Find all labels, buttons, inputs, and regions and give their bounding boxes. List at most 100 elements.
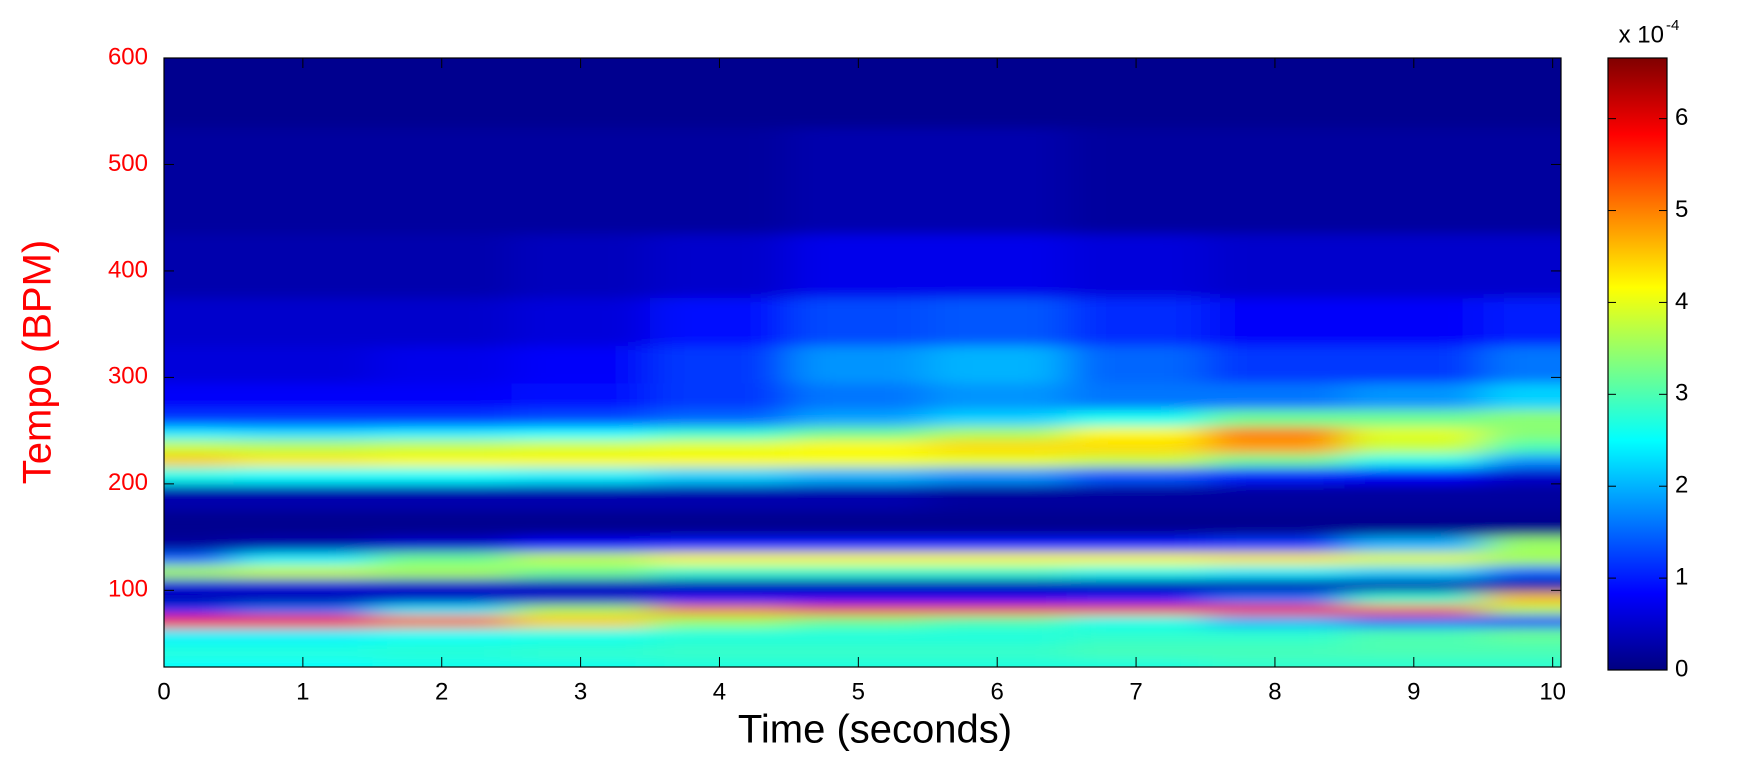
- heatmap-cell: [1344, 536, 1484, 553]
- heatmap-cell: [1483, 483, 1561, 511]
- heatmap-cell: [650, 604, 790, 616]
- heatmap-cell: [788, 510, 929, 537]
- y-tick-label: 400: [108, 256, 148, 283]
- heatmap-cell: [650, 58, 790, 128]
- heatmap-cell: [511, 345, 651, 384]
- heatmap-cell: [233, 345, 373, 384]
- heatmap-cell: [164, 426, 234, 441]
- heatmap-cell: [1066, 552, 1207, 566]
- heatmap-cell: [1205, 627, 1345, 641]
- heatmap-cell: [1205, 510, 1345, 537]
- heatmap-cell: [788, 439, 929, 455]
- heatmap-cell: [788, 627, 929, 641]
- heatmap-cell: [1066, 614, 1207, 629]
- heatmap-cell: [927, 510, 1068, 537]
- heatmap-cell: [788, 578, 929, 593]
- heatmap-cell: [788, 382, 929, 410]
- heatmap-cell: [372, 426, 512, 441]
- heatmap-cell: [164, 233, 234, 299]
- heatmap-cell: [1483, 58, 1561, 128]
- heatmap-cell: [164, 649, 234, 659]
- heatmap-cell: [1483, 233, 1561, 299]
- heatmap-cell: [1066, 426, 1207, 441]
- heatmap-cell: [1344, 409, 1484, 427]
- heatmap-cell: [1344, 614, 1484, 629]
- heatmap-cell: [1066, 564, 1207, 579]
- heatmap-cell: [788, 409, 929, 427]
- heatmap-cell: [1066, 409, 1207, 427]
- heatmap-cell: [788, 552, 929, 566]
- heatmap-cell: [927, 439, 1068, 455]
- heatmap-cell: [1483, 552, 1561, 566]
- heatmap-cell: [1344, 426, 1484, 441]
- heatmap-cell: [511, 483, 651, 511]
- heatmap-cell: [511, 649, 651, 659]
- heatmap-cell: [372, 536, 512, 553]
- heatmap-cell: [511, 233, 651, 299]
- heatmap-cell: [511, 536, 651, 553]
- y-tick-label: 200: [108, 469, 148, 496]
- heatmap-cell: [1344, 453, 1484, 468]
- heatmap-cell: [164, 453, 234, 468]
- heatmap-cell: [1344, 233, 1484, 299]
- heatmap-cell: [1344, 466, 1484, 485]
- heatmap-cell: [233, 649, 373, 659]
- heatmap-cell: [650, 552, 790, 566]
- heatmap-cell: [1066, 649, 1207, 659]
- heatmap-cell: [372, 58, 512, 128]
- heatmap-cell: [1483, 466, 1561, 485]
- heatmap-cell: [1483, 564, 1561, 579]
- y-tick-label: 500: [108, 150, 148, 177]
- heatmap-cell: [1344, 297, 1484, 346]
- x-tick-label: 8: [1268, 678, 1281, 705]
- heatmap-cell: [927, 578, 1068, 593]
- x-tick-label: 7: [1129, 678, 1142, 705]
- heatmap-cell: [1205, 466, 1345, 485]
- heatmap-cell: [1344, 564, 1484, 579]
- heatmap-cell: [1066, 466, 1207, 485]
- heatmap-cell: [927, 604, 1068, 616]
- heatmap-cell: [1483, 409, 1561, 427]
- heatmap-cell: [788, 426, 929, 441]
- heatmap-cell: [164, 536, 234, 553]
- heatmap-cell: [1066, 58, 1207, 128]
- heatmap-cell: [1205, 614, 1345, 629]
- heatmap-cell: [1066, 439, 1207, 455]
- heatmap-cell: [164, 127, 234, 235]
- heatmap-cell: [1483, 453, 1561, 468]
- heatmap-cell: [927, 127, 1068, 235]
- heatmap-cell: [927, 591, 1068, 605]
- heatmap-cell: [511, 382, 651, 410]
- heatmap-cell: [1344, 127, 1484, 235]
- heatmap-cell: [1483, 614, 1561, 629]
- heatmap-cell: [233, 578, 373, 593]
- heatmap-cell: [927, 564, 1068, 579]
- heatmap-cell: [650, 409, 790, 427]
- heatmap-cell: [233, 604, 373, 616]
- heatmap-cell: [511, 439, 651, 455]
- heatmap-cell: [1066, 536, 1207, 553]
- heatmap-cell: [650, 510, 790, 537]
- heatmap-cell: [164, 614, 234, 629]
- heatmap-cell: [1483, 345, 1561, 384]
- heatmap-cell: [927, 297, 1068, 346]
- heatmap-cell: [1066, 382, 1207, 410]
- heatmap-cell: [1205, 58, 1345, 128]
- heatmap-cell: [1066, 604, 1207, 616]
- heatmap-cell: [233, 536, 373, 553]
- x-tick-label: 9: [1407, 678, 1420, 705]
- colorbar-tick-label: 6: [1675, 104, 1688, 131]
- heatmap-cell: [1205, 453, 1345, 468]
- heatmap-cell: [164, 640, 234, 651]
- heatmap-cell: [927, 382, 1068, 410]
- heatmap-cell: [1205, 127, 1345, 235]
- heatmap-cell: [1205, 233, 1345, 299]
- heatmap-cell: [1066, 483, 1207, 511]
- heatmap-cell: [1344, 483, 1484, 511]
- heatmap-cell: [927, 409, 1068, 427]
- colorbar-tick-label: 3: [1675, 380, 1688, 407]
- heatmap-cell: [1344, 640, 1484, 651]
- heatmap-cell: [164, 578, 234, 593]
- heatmap-cell: [511, 58, 651, 128]
- heatmap-cell: [1483, 578, 1561, 593]
